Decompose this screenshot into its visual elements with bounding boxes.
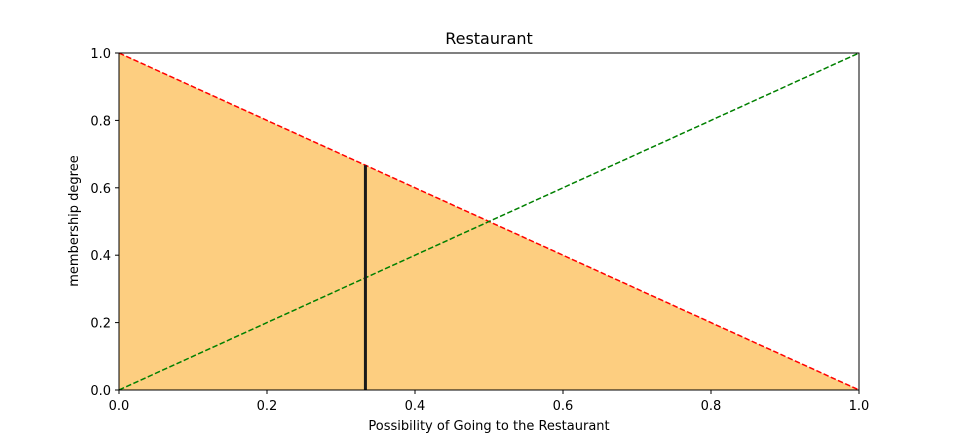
chart-title: Restaurant <box>445 29 533 48</box>
x-tick-label: 0.8 <box>701 399 722 414</box>
x-tick-label: 0.4 <box>405 399 426 414</box>
y-axis-label: membership degree <box>67 155 82 287</box>
x-tick-label: 0.0 <box>109 399 130 414</box>
y-axis: 0.0 0.2 0.4 0.6 0.8 1.0 <box>90 47 119 399</box>
y-tick-label: 1.0 <box>90 47 111 62</box>
y-tick-label: 0.0 <box>90 384 111 399</box>
series-line-1 <box>118 52 860 391</box>
x-axis: 0.0 0.2 0.4 0.6 0.8 1.0 <box>109 390 870 414</box>
y-tick-label: 0.8 <box>90 114 111 129</box>
x-tick-label: 1.0 <box>849 399 870 414</box>
x-axis-label: Possibility of Going to the Restaurant <box>368 419 609 434</box>
y-tick-label: 0.4 <box>90 249 111 264</box>
x-tick-label: 0.6 <box>553 399 574 414</box>
y-tick-label: 0.2 <box>90 317 111 332</box>
plot-frame <box>118 52 860 391</box>
series-layer <box>118 52 860 391</box>
x-tick-label: 0.2 <box>257 399 278 414</box>
y-tick-label: 0.6 <box>90 182 111 197</box>
